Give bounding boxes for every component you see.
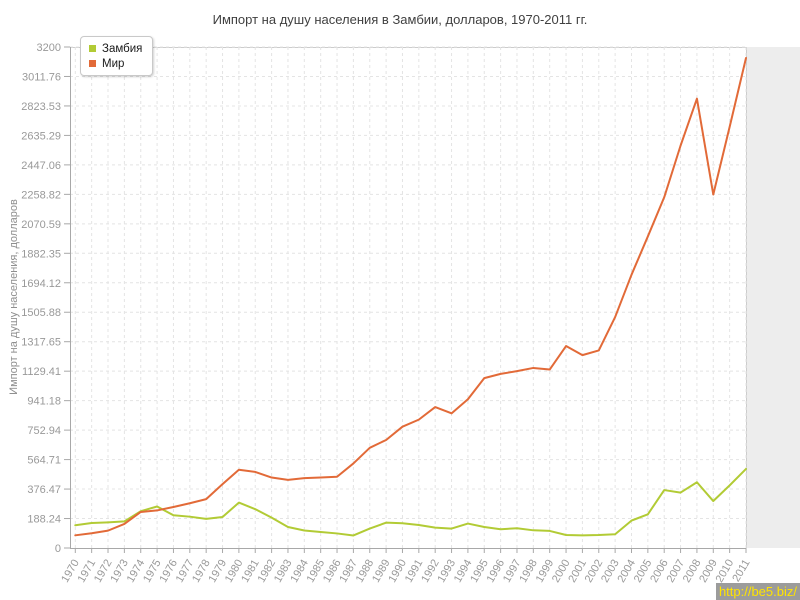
y-tick-label: 752.94 — [27, 425, 61, 437]
y-tick-label: 941.18 — [27, 396, 61, 408]
y-tick-label: 1882.35 — [21, 248, 61, 260]
y-tick-label: 3011.76 — [22, 71, 61, 83]
legend: Замбия Мир — [80, 36, 154, 76]
y-tick-label: 1317.65 — [21, 337, 61, 349]
y-tick-label: 2823.53 — [21, 101, 61, 113]
legend-item-zambia: Замбия — [89, 41, 142, 56]
x-tick-label: 2010 — [714, 558, 737, 585]
y-tick-label: 1694.12 — [21, 278, 61, 290]
series-line-world — [74, 56, 747, 537]
watermark-link[interactable]: http://be5.biz/ — [715, 583, 800, 600]
chart-title: Импорт на душу населения в Замбии, долла… — [212, 12, 588, 27]
y-tick-label: 188.24 — [27, 514, 61, 526]
y-tick-label: 1129.41 — [22, 366, 61, 378]
y-axis-title: Импорт на душу населения, долларов — [8, 199, 20, 395]
series-line-zambia — [74, 467, 747, 537]
y-tick-label: 564.71 — [27, 455, 61, 467]
y-tick-label: 3200 — [37, 42, 61, 54]
y-tick-label: 2258.82 — [21, 189, 61, 201]
y-tick-label: 2447.06 — [21, 160, 61, 172]
y-tick-label: 2070.59 — [21, 219, 61, 231]
legend-label-world: Мир — [102, 57, 125, 70]
y-tick-label: 0 — [55, 543, 61, 555]
x-tick-label: 2011 — [730, 558, 752, 584]
world-series-swatch — [89, 60, 96, 67]
zambia-series-swatch — [89, 45, 96, 52]
legend-item-world: Мир — [89, 56, 142, 71]
right-margin-band — [747, 47, 800, 548]
legend-label-zambia: Замбия — [102, 42, 143, 55]
y-tick-label: 376.47 — [27, 484, 61, 496]
y-tick-label: 1505.88 — [21, 307, 61, 319]
y-tick-label: 2635.29 — [21, 130, 61, 142]
